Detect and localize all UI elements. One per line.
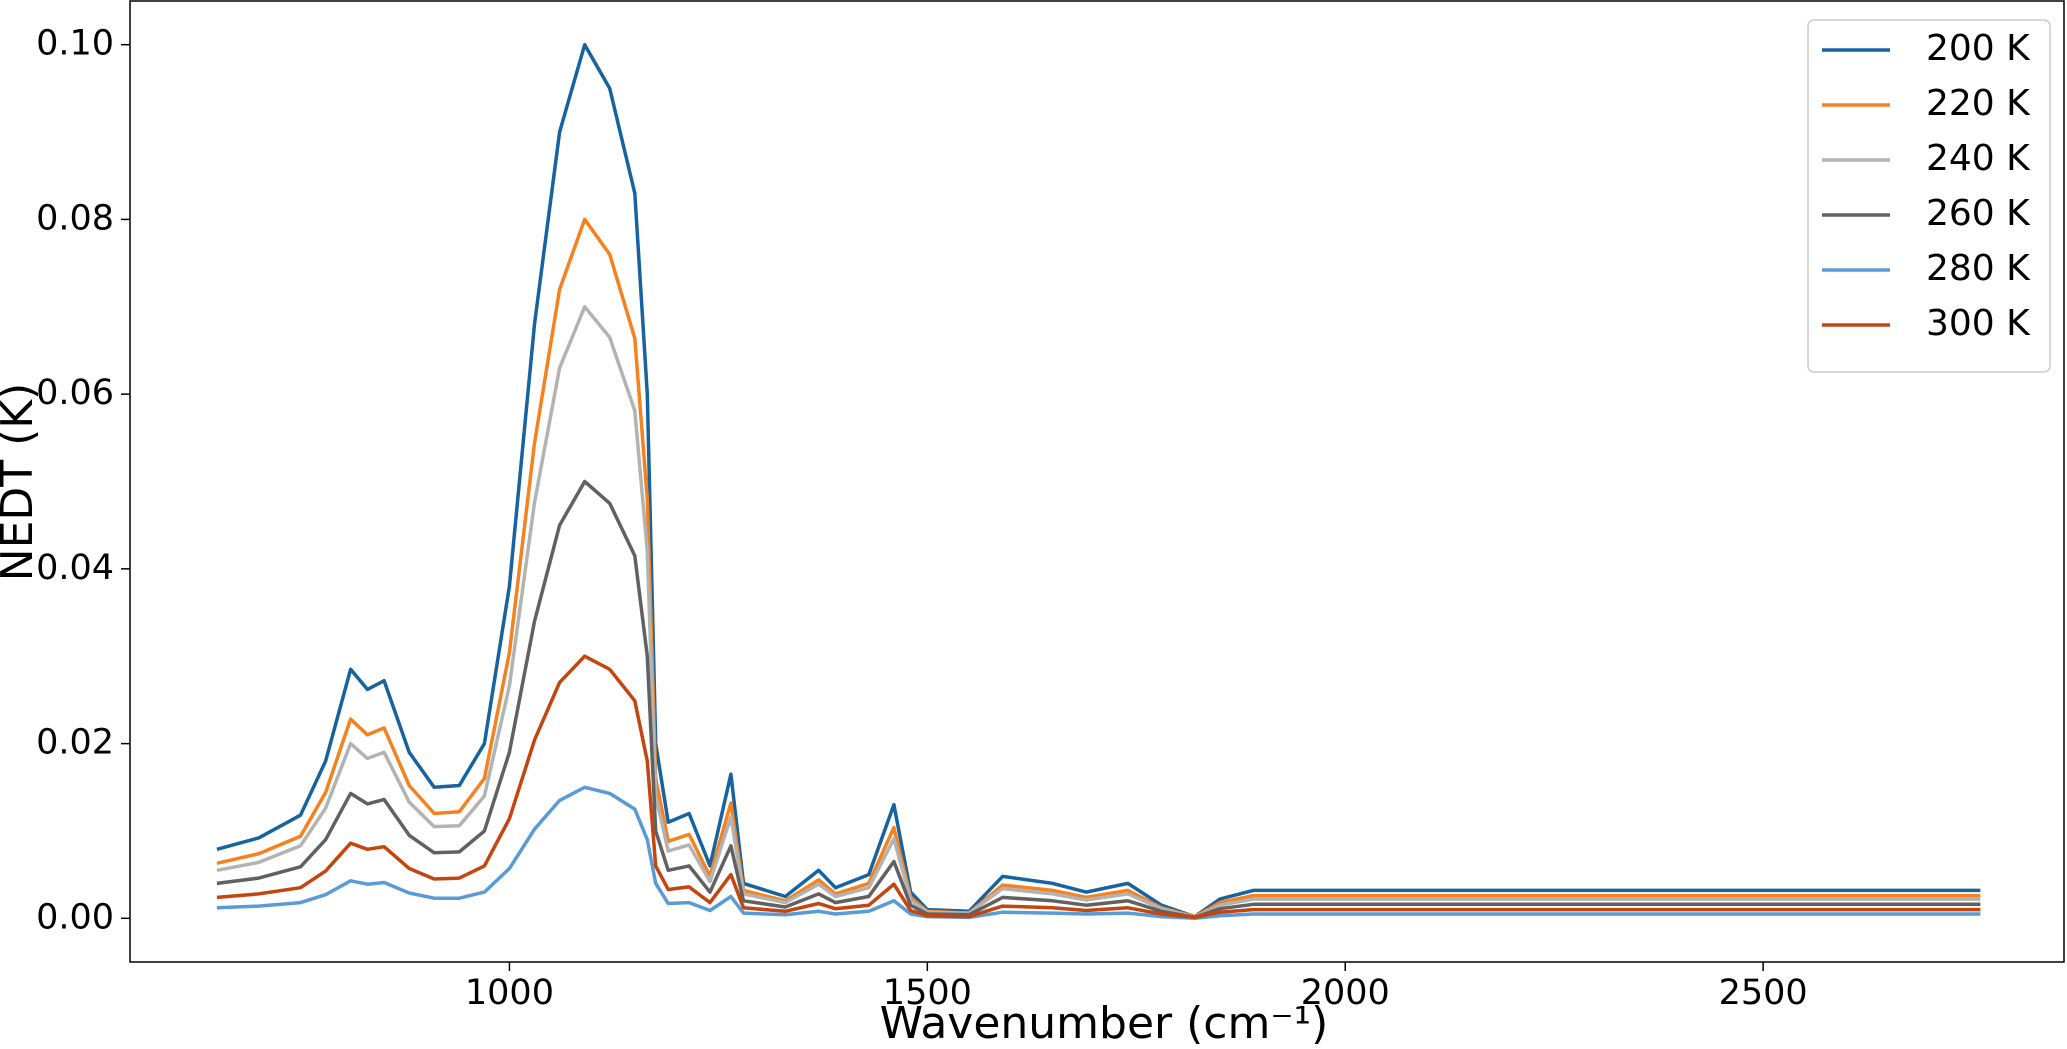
legend-label: 220 K — [1926, 83, 2031, 124]
legend-label: 200 K — [1926, 28, 2031, 69]
series-line — [216, 479, 1981, 920]
series-line — [216, 217, 1981, 919]
series-line — [216, 305, 1981, 920]
legend-label: 300 K — [1926, 303, 2031, 344]
x-tick-label: 2000 — [1301, 973, 1390, 1013]
legend-label: 260 K — [1926, 193, 2031, 234]
y-tick-label: 0.04 — [36, 548, 114, 588]
legend-box — [1807, 19, 2051, 373]
y-tick-label: 0.10 — [36, 24, 114, 64]
y-tick-label: 0.00 — [36, 897, 114, 937]
legend-label: 280 K — [1926, 248, 2031, 289]
y-tick-label: 0.08 — [36, 198, 114, 238]
series-line — [216, 785, 1981, 921]
series-line — [216, 42, 1981, 919]
y-tick-label: 0.02 — [36, 723, 114, 763]
x-tick-label: 1000 — [465, 973, 554, 1013]
y-axis-label: NEDT (K) — [0, 383, 43, 582]
legend-label: 240 K — [1926, 138, 2031, 179]
x-tick-label: 1500 — [883, 973, 972, 1013]
x-axis-label: Wavenumber (cm⁻¹) — [880, 998, 1329, 1049]
x-tick-label: 2500 — [1719, 973, 1808, 1013]
plot-frame — [129, 0, 2065, 963]
series-line — [216, 654, 1981, 920]
y-tick-label: 0.06 — [36, 373, 114, 413]
